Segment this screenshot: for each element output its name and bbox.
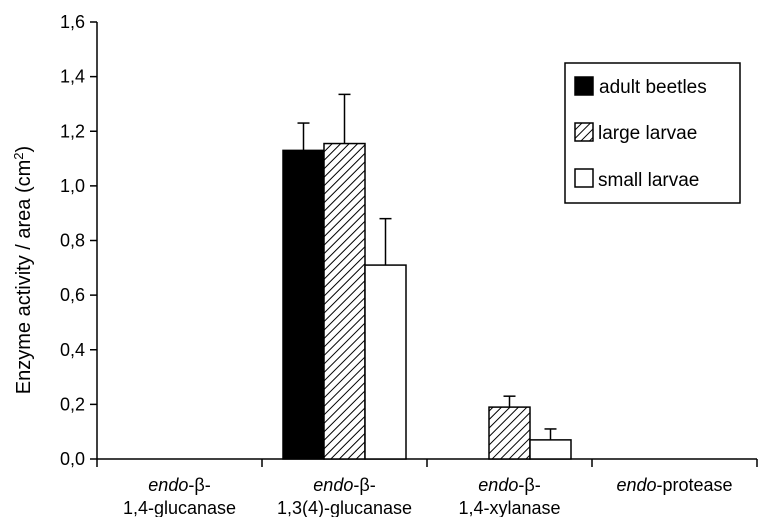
x-tick-label-line2: 1,3(4)-glucanase	[277, 498, 412, 517]
legend-swatch-large-larvae	[574, 122, 594, 142]
legend-label-small-larvae: small larvae	[598, 170, 699, 191]
legend-swatch-small-larvae	[574, 168, 594, 188]
y-tick-label: 0,2	[60, 394, 85, 414]
axes: 0,0 0,2 0,4 0,6 0,8 1,0 1,2 1,4 1,6	[60, 12, 758, 469]
x-tick-label-rest: -β-	[353, 475, 375, 495]
x-tick-label-rest: -β-	[188, 475, 210, 495]
bar	[282, 149, 325, 460]
bar	[488, 406, 531, 460]
x-tick-label-italic: endo	[616, 475, 656, 495]
bar	[529, 439, 572, 460]
legend-label-adult-beetles: adult beetles	[599, 77, 707, 98]
y-tick-label: 0,4	[60, 340, 85, 360]
x-tick-label-line2: 1,4-xylanase	[458, 498, 560, 517]
x-tick-labels: endo-β-1,4-glucanaseendo-β-1,3(4)-glucan…	[123, 475, 733, 517]
y-axis-title: Enzyme activity / area (cm2)	[11, 146, 35, 394]
bars-group	[282, 93, 572, 460]
x-tick-label-line2: 1,4-glucanase	[123, 498, 236, 517]
y-tick-label: 0,8	[60, 231, 85, 251]
x-tick-label: endo-β-	[313, 475, 375, 495]
legend: adult beetles large larvae small larvae	[564, 62, 741, 204]
y-tick-label: 1,4	[60, 67, 85, 87]
y-tick-label: 1,0	[60, 176, 85, 196]
y-tick-label: 1,6	[60, 12, 85, 32]
x-tick-label-rest: -protease	[657, 475, 733, 495]
legend-frame	[564, 62, 741, 204]
legend-swatch-adult-beetles	[574, 76, 594, 96]
x-tick-label: endo-protease	[616, 475, 732, 495]
y-tick-label: 0,6	[60, 285, 85, 305]
x-tick-label-italic: endo	[478, 475, 518, 495]
x-tick-label-italic: endo	[313, 475, 353, 495]
x-tick-label: endo-β-	[148, 475, 210, 495]
bar	[364, 264, 407, 460]
x-tick-label-rest: -β-	[518, 475, 540, 495]
x-tick-label-italic: endo	[148, 475, 188, 495]
y-tick-label: 0,0	[60, 449, 85, 469]
bar	[323, 142, 366, 460]
y-tick-label: 1,2	[60, 121, 85, 141]
legend-label-large-larvae: large larvae	[598, 123, 697, 144]
x-tick-label: endo-β-	[478, 475, 540, 495]
